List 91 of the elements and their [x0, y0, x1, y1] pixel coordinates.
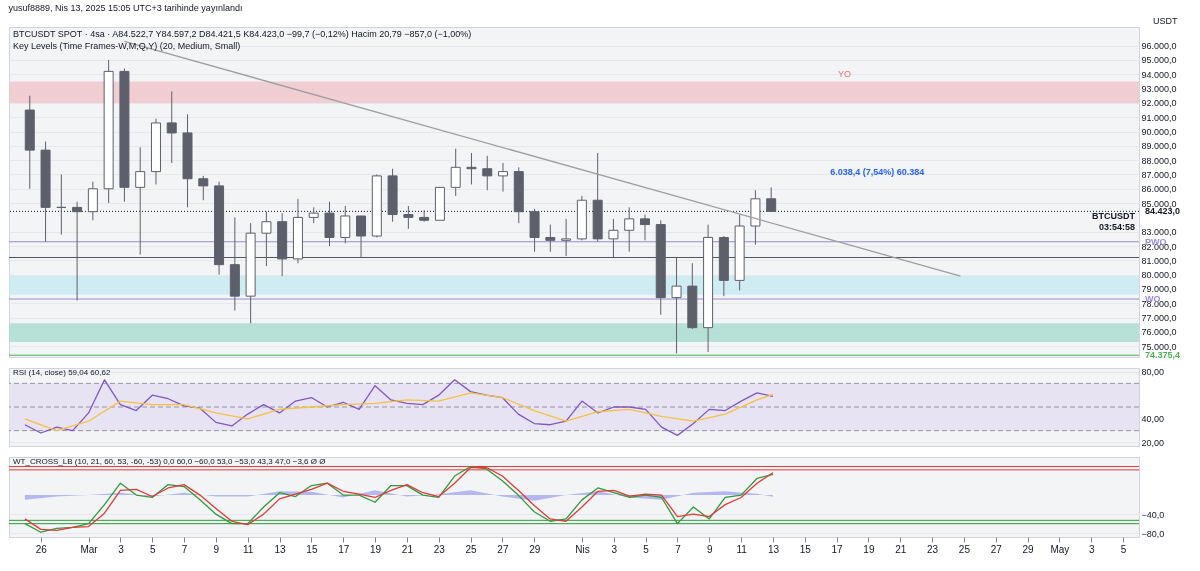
- x-tick-label: 26: [35, 543, 48, 555]
- candlestick: [261, 211, 272, 267]
- annotation: BTCUSDT: [1092, 211, 1136, 221]
- band-label: YO: [837, 69, 851, 80]
- x-tick-label: 25: [958, 543, 971, 555]
- candlestick: [198, 175, 209, 201]
- annotation: 6.038,4 (7,54%) 60.384: [830, 167, 925, 177]
- candlestick: [72, 201, 83, 301]
- x-tick-label: 19: [863, 543, 875, 555]
- y-tick-label: 88.000,0: [1141, 155, 1177, 166]
- candlestick: [450, 148, 461, 197]
- candlestick: [671, 257, 682, 354]
- x-tick-label: 3: [611, 543, 618, 555]
- x-tick-label: 21: [401, 543, 414, 555]
- x-tick-label: 15: [799, 543, 812, 555]
- x-tick-label: 29: [529, 543, 541, 555]
- candlestick: [340, 205, 351, 244]
- x-tick-label: 9: [213, 543, 220, 555]
- annotation: Key Levels (Time Frames-W,M,Q,Y) (20, Medium, Small): [13, 41, 241, 51]
- y-tick-label: 95.000,0: [1141, 55, 1177, 66]
- y-tick-label: 80.000,0: [1141, 270, 1177, 281]
- candlestick: [561, 218, 572, 257]
- candlestick: [498, 162, 509, 193]
- x-tick-label: 13: [767, 543, 780, 555]
- chart-title: RSI (14, close) 59,04 60,62: [13, 367, 111, 377]
- y-tick-label: 83.000,0: [1141, 227, 1177, 238]
- x-tick-label: 5: [643, 543, 650, 555]
- x-tick-label: 27: [990, 543, 1003, 555]
- candlestick: [403, 205, 414, 230]
- x-tick-label: Nis: [575, 543, 590, 555]
- candlestick: [135, 146, 146, 256]
- candlestick: [545, 224, 556, 253]
- x-tick-label: 5: [1120, 543, 1127, 555]
- y-tick-label: 96.000,0: [1141, 41, 1177, 52]
- candlestick: [419, 209, 430, 223]
- x-tick-label: 11: [736, 543, 748, 555]
- y-tick-label: 75.000,0: [1141, 341, 1177, 352]
- y-tick-label: 20,00: [1141, 437, 1165, 448]
- x-tick-label: May: [1050, 543, 1070, 555]
- y-tick-label: 79.000,0: [1141, 284, 1177, 295]
- candlestick: [466, 152, 477, 185]
- annotation: 03:54:58: [1098, 222, 1135, 232]
- line-series: [24, 379, 774, 437]
- y-tick-label: 91.000,0: [1141, 112, 1177, 123]
- y-tick-label: 87.000,0: [1141, 169, 1177, 180]
- candlestick: [639, 214, 650, 241]
- candlestick: [482, 155, 493, 191]
- y-tick-label: 89.000,0: [1141, 141, 1177, 152]
- x-tick-label: 3: [118, 543, 125, 555]
- y-tick-label: 85.000,0: [1141, 198, 1177, 209]
- x-tick-label: 7: [181, 543, 188, 555]
- line-series: [24, 392, 774, 432]
- x-tick-label: 27: [497, 543, 509, 555]
- y-tick-label: 90.000,0: [1141, 127, 1177, 138]
- y-tick-label: 93.000,0: [1141, 84, 1177, 95]
- x-tick-label: 17: [831, 543, 844, 555]
- candlestick: [356, 215, 367, 258]
- y-tick-label: 77.000,0: [1141, 313, 1177, 324]
- x-tick-label: 21: [895, 543, 907, 555]
- x-tick-label: Mar: [80, 543, 99, 555]
- x-tick-label: 15: [306, 543, 318, 555]
- x-tick-label: 7: [675, 543, 682, 555]
- y-tick-label: 86.000,0: [1141, 184, 1177, 195]
- x-tick-label: 13: [274, 543, 287, 555]
- y-tick-label: 92.000,0: [1141, 98, 1177, 109]
- chart-title: WT_CROSS_LB (10, 21, 60, 53, -60, -53) 0,0 60,0 −60,0 53,0 −53,0 43,3 47,0 −3,6 Ø Ø: [13, 456, 326, 466]
- x-tick-label: 5: [149, 543, 156, 555]
- x-tick-label: 19: [369, 543, 382, 555]
- x-tick-label: 9: [707, 543, 713, 555]
- x-tick-label: 17: [338, 543, 350, 555]
- y-tick-label: 81.000,0: [1141, 255, 1177, 266]
- y-tick-label: 40,00: [1141, 414, 1165, 425]
- x-tick-label: 11: [243, 543, 254, 555]
- candlestick: [624, 206, 635, 253]
- x-tick-label: 23: [927, 543, 939, 555]
- candlestick: [766, 186, 777, 213]
- x-tick-label: 25: [465, 543, 478, 555]
- candlestick: [87, 181, 98, 221]
- y-tick-label: 80,00: [1141, 367, 1165, 378]
- y-tick-label: −80,0: [1141, 528, 1165, 539]
- x-tick-label: 3: [1088, 543, 1095, 555]
- y-axis-title: USDT: [1153, 16, 1178, 26]
- y-tick-label: 76.000,0: [1141, 327, 1177, 338]
- y-tick-label: 94.000,0: [1141, 69, 1177, 80]
- chart-subtitle: BTCUSDT SPOT · 4sa · A84.522,7 Y84.597,2 D84.421,5 K84.423,0 −99,7 (−0,12%) Hacim 20,79 −857,0 (−1,00%): [13, 29, 472, 39]
- candlestick: [166, 90, 177, 164]
- y-tick-label: −40,0: [1141, 509, 1165, 520]
- chart-title: yusuf8889, Nis 13, 2025 15:05 UTC+3 tarihinde yayınlandı: [8, 3, 243, 13]
- x-tick-label: 23: [433, 543, 446, 555]
- x-tick-label: 29: [1022, 543, 1035, 555]
- candlestick: [608, 218, 619, 258]
